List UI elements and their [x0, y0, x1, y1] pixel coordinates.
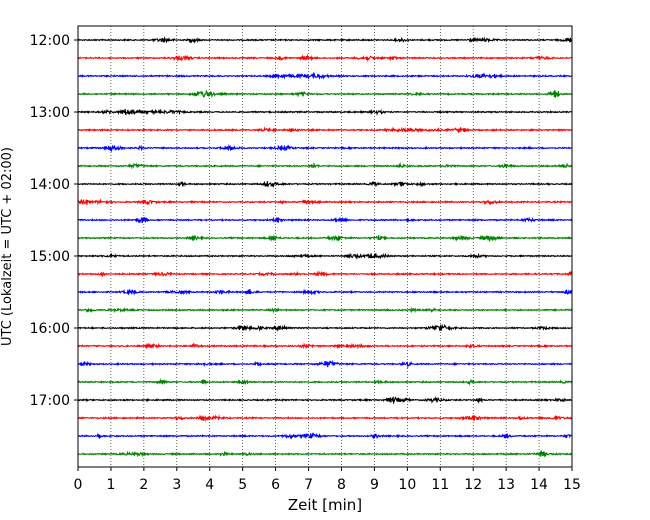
trace-14:15 [77, 198, 573, 206]
x-tick-label-3: 3 [172, 477, 181, 493]
trace-12:15 [77, 53, 573, 63]
y-tick-label-16:00: 16:00 [30, 321, 70, 337]
y-axis-ticks: 12:00 13:00 14:00 15:00 16:00 17:00 [30, 33, 78, 409]
x-tick-label-15: 15 [563, 477, 581, 493]
y-axis-label: UTC (Lokalzeit = UTC + 02:00) [0, 147, 15, 346]
trace-16:00 [77, 323, 573, 333]
trace-13:45 [77, 161, 573, 170]
x-tick-label-2: 2 [139, 477, 148, 493]
x-tick-label-11: 11 [431, 477, 449, 493]
x-tick-label-8: 8 [337, 477, 346, 493]
seismic-traces [77, 35, 573, 458]
trace-16:15 [77, 342, 573, 350]
trace-12:30 [77, 71, 573, 81]
trace-16:30 [77, 359, 573, 369]
trace-15:00 [77, 252, 573, 260]
trace-14:45 [77, 234, 573, 243]
trace-13:15 [77, 126, 573, 134]
trace-17:30 [77, 432, 573, 440]
y-tick-label-17:00: 17:00 [30, 393, 70, 409]
trace-17:45 [77, 449, 573, 458]
trace-13:30 [77, 144, 573, 153]
x-tick-label-9: 9 [370, 477, 379, 493]
y-tick-label-12:00: 12:00 [30, 33, 70, 49]
trace-14:30 [77, 216, 573, 224]
x-axis-label: Zeit [min] [288, 496, 362, 514]
y-tick-label-14:00: 14:00 [30, 177, 70, 193]
x-tick-label-7: 7 [304, 477, 313, 493]
x-tick-label-4: 4 [205, 477, 214, 493]
trace-12:00 [77, 35, 573, 44]
trace-15:30 [77, 288, 573, 296]
x-tick-label-12: 12 [464, 477, 482, 493]
x-axis-ticks: 0 1 2 3 4 5 6 7 8 9 10 11 12 13 14 15 [74, 467, 581, 493]
x-tick-label-5: 5 [238, 477, 247, 493]
x-tick-label-10: 10 [398, 477, 416, 493]
y-tick-label-15:00: 15:00 [30, 249, 70, 265]
trace-13:00 [77, 108, 573, 116]
trace-12:45 [77, 89, 573, 99]
trace-17:15 [77, 414, 573, 423]
trace-16:45 [77, 378, 573, 386]
trace-14:00 [77, 180, 573, 189]
y-tick-label-13:00: 13:00 [30, 105, 70, 121]
x-tick-label-14: 14 [530, 477, 548, 493]
plot-frame [77, 25, 573, 468]
x-tick-label-0: 0 [74, 477, 83, 493]
trace-15:15 [77, 270, 573, 278]
x-tick-label-1: 1 [106, 477, 115, 493]
x-tick-label-6: 6 [271, 477, 280, 493]
trace-17:00 [77, 395, 573, 405]
trace-15:45 [77, 306, 573, 314]
x-tick-label-13: 13 [497, 477, 515, 493]
